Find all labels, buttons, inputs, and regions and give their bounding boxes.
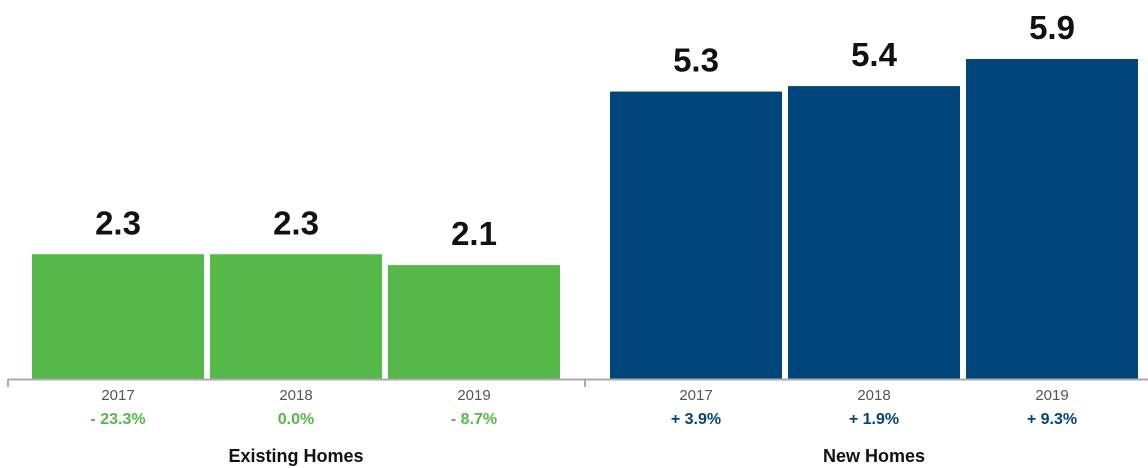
bar-existing-homes-2018 xyxy=(210,254,382,379)
change-percent-label: - 23.3% xyxy=(90,411,145,428)
group-label: Existing Homes xyxy=(228,446,363,466)
group-label: New Homes xyxy=(823,446,925,466)
tick-label-year: 2019 xyxy=(457,387,490,404)
bar-new-homes-2018 xyxy=(788,86,960,379)
change-percent-label: 0.0% xyxy=(278,411,314,428)
bar-new-homes-2019 xyxy=(966,59,1138,379)
change-percent-label: + 9.3% xyxy=(1027,411,1077,428)
change-percent-label: + 1.9% xyxy=(849,411,899,428)
change-percent-label: - 8.7% xyxy=(451,411,497,428)
data-label: 2.3 xyxy=(95,204,141,241)
bar-new-homes-2017 xyxy=(610,91,782,380)
tick-label-year: 2019 xyxy=(1035,387,1068,404)
data-label: 2.3 xyxy=(273,204,319,241)
tick-label-year: 2018 xyxy=(279,387,312,404)
bar-existing-homes-2019 xyxy=(388,265,560,379)
tick-label-year: 2017 xyxy=(101,387,134,404)
tick-label-year: 2017 xyxy=(679,387,712,404)
data-label: 2.1 xyxy=(451,215,497,252)
bars-layer xyxy=(32,59,1138,380)
data-label: 5.9 xyxy=(1029,9,1075,46)
data-label: 5.3 xyxy=(673,42,719,79)
x-axis xyxy=(7,378,1148,387)
change-percent-label: + 3.9% xyxy=(671,411,721,428)
data-label: 5.4 xyxy=(851,36,898,73)
bar-existing-homes-2017 xyxy=(32,254,204,379)
tick-label-year: 2018 xyxy=(857,387,890,404)
labels-layer: 2.3 2017 - 23.3% 2.3 2018 0.0% 2.1 2019 - 8.7% Ex… xyxy=(90,9,1077,466)
